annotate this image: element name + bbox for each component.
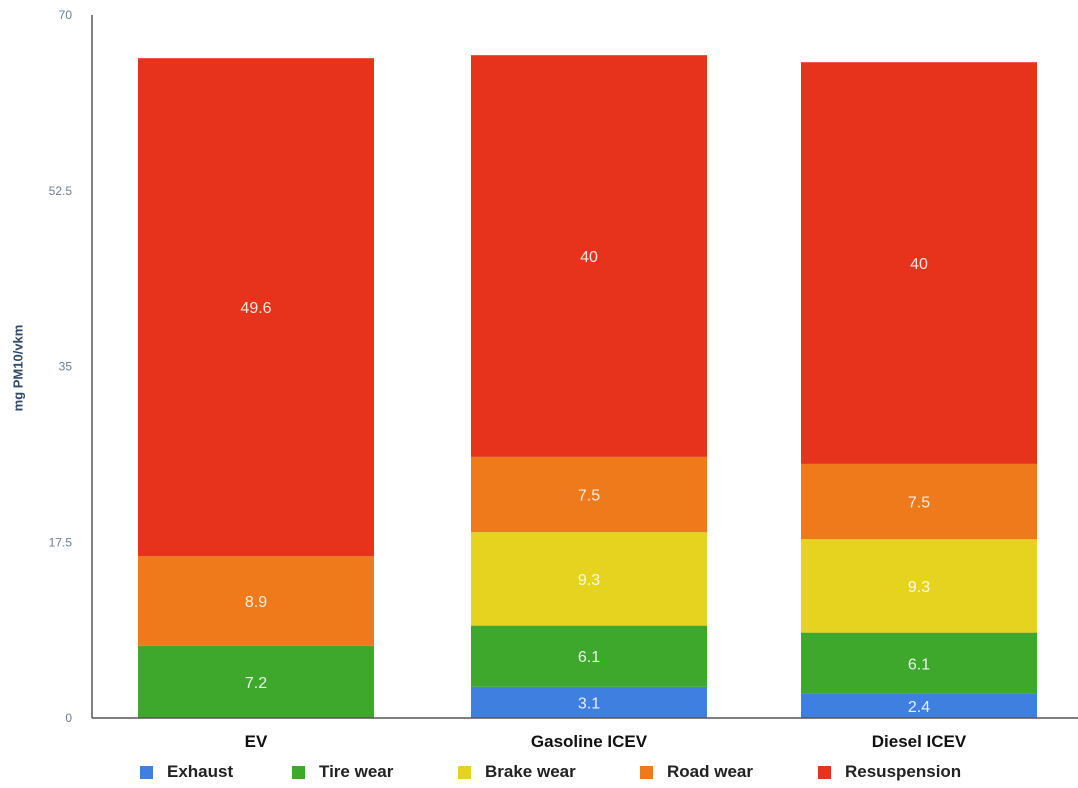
bar-stacks xyxy=(138,55,1037,718)
x-tick-label-0: EV xyxy=(245,732,268,751)
legend-swatch xyxy=(458,765,471,779)
data-label-1-0: 7.2 xyxy=(245,675,267,692)
y-tick-label-3: 52.5 xyxy=(49,184,73,198)
bar-segment-brake-wear-1 xyxy=(471,532,707,626)
legend-swatch xyxy=(818,765,831,779)
legend-item-brake-wear[interactable]: Brake wear xyxy=(458,762,576,782)
bar-segment-brake-wear-2 xyxy=(801,539,1037,633)
y-axis-label: mg PM10/vkm xyxy=(10,324,26,412)
legend-label: Exhaust xyxy=(167,762,234,781)
legend-item-exhaust[interactable]: Exhaust xyxy=(140,762,233,782)
segment-labels: 7.2 8.9 49.6 3.1 6.1 9.3 7.5 40 2.4 6.1 9.3 7.5 40 xyxy=(240,249,930,716)
bar-segment-exhaust-1 xyxy=(471,686,707,718)
legend-swatch xyxy=(292,765,305,779)
legend-label: Resuspension xyxy=(845,762,962,781)
y-tick-label-0: 0 xyxy=(65,711,72,725)
data-label-3-0: 8.9 xyxy=(245,594,267,611)
data-label-4-2: 40 xyxy=(910,256,928,273)
x-axis-labels: EV Gasoline ICEV Diesel ICEV xyxy=(245,732,967,751)
data-label-2-1: 9.3 xyxy=(578,572,600,589)
bar-segment-resuspension-0 xyxy=(138,58,374,557)
x-tick-label-1: Gasoline ICEV xyxy=(531,732,648,751)
data-label-3-1: 7.5 xyxy=(578,488,600,505)
data-label-4-1: 40 xyxy=(580,249,598,266)
legend-label: Road wear xyxy=(667,762,753,781)
bar-segment-road-wear-0 xyxy=(138,556,374,646)
data-label-0-1: 3.1 xyxy=(578,695,600,712)
legend-label: Tire wear xyxy=(319,762,394,781)
y-axis-ticks: 0 17.5 35 52.5 70 xyxy=(49,8,73,725)
data-label-3-2: 7.5 xyxy=(908,495,930,512)
legend-item-road-wear[interactable]: Road wear xyxy=(640,762,753,782)
legend-swatch xyxy=(640,765,653,779)
chart-legend: Exhaust Tire wear Brake wear Road wear Resus… xyxy=(0,762,1078,788)
y-tick-label-2: 35 xyxy=(59,360,73,374)
y-tick-label-4: 70 xyxy=(59,8,73,22)
data-label-2-2: 9.3 xyxy=(908,579,930,596)
bar-segment-tire-wear-2 xyxy=(801,632,1037,694)
y-tick-label-1: 17.5 xyxy=(49,535,73,549)
bar-segment-road-wear-1 xyxy=(471,456,707,533)
data-label-1-1: 6.1 xyxy=(578,649,600,666)
data-label-1-2: 6.1 xyxy=(908,656,930,673)
bar-segment-exhaust-2 xyxy=(801,693,1037,718)
x-tick-label-2: Diesel ICEV xyxy=(872,732,967,751)
bar-segment-tire-wear-0 xyxy=(138,645,374,718)
bar-segment-tire-wear-1 xyxy=(471,625,707,687)
legend-swatch xyxy=(140,765,153,779)
legend-label: Brake wear xyxy=(485,762,576,781)
stacked-bar-chart: 0 17.5 35 52.5 70 7.2 8.9 49.6 3.1 6.1 9.3 7.5 40 2.… xyxy=(49,8,1078,751)
bar-segment-resuspension-2 xyxy=(801,62,1037,464)
bar-segment-resuspension-1 xyxy=(471,55,707,457)
legend-item-tire-wear[interactable]: Tire wear xyxy=(292,762,393,782)
bar-segment-road-wear-2 xyxy=(801,463,1037,540)
legend-item-resuspension[interactable]: Resuspension xyxy=(818,762,961,782)
data-label-4-0: 49.6 xyxy=(240,300,271,317)
data-label-0-2: 2.4 xyxy=(908,699,930,716)
